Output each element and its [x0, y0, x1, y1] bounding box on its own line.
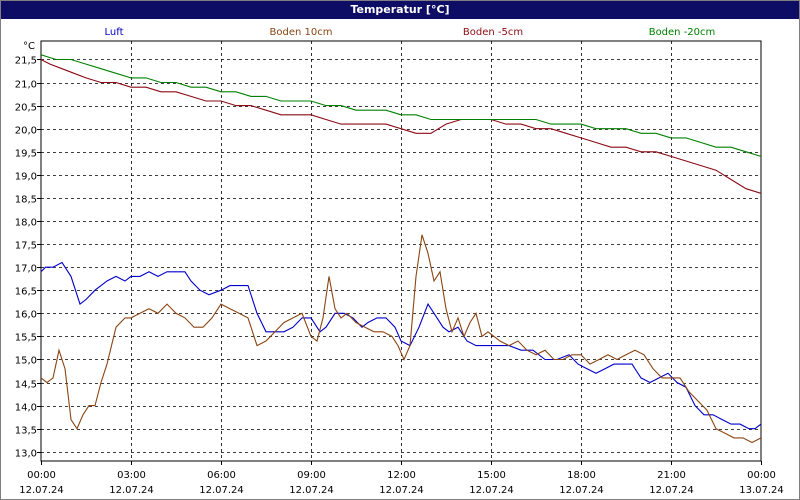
plot-area — [40, 40, 762, 462]
x-tick-date: 12.07.24 — [19, 485, 64, 496]
y-tick-label: 17,0 — [15, 264, 37, 275]
x-tick-time: 15:00 — [477, 470, 506, 481]
series-line-boden-20cm — [41, 54, 761, 157]
legend-boden-10cm: Boden 10cm — [270, 27, 333, 38]
y-tick-label: 18,0 — [15, 218, 37, 229]
series-line-luft — [41, 261, 761, 430]
y-tick-label: 14,5 — [15, 380, 37, 391]
x-tick-time: 21:00 — [657, 470, 686, 481]
y-tick-label: 17,5 — [15, 241, 37, 252]
y-tick-label: 19,5 — [15, 149, 37, 160]
y-tick-label: 14,0 — [15, 403, 37, 414]
x-tick-date: 12.07.24 — [469, 485, 514, 496]
x-tick-date: 12.07.24 — [559, 485, 604, 496]
y-tick-label: 13,5 — [15, 426, 37, 437]
y-tick-label: 16,0 — [15, 310, 37, 321]
x-tick-time: 00:00 — [747, 470, 776, 481]
x-tick-time: 03:00 — [117, 470, 146, 481]
y-tick-label: 15,5 — [15, 333, 37, 344]
x-tick-date: 12.07.24 — [289, 485, 334, 496]
y-tick-label: 21,5 — [15, 56, 37, 67]
legend-luft: Luft — [105, 27, 124, 38]
legend-boden-5cm: Boden -5cm — [463, 27, 523, 38]
y-tick-label: 20,0 — [15, 126, 37, 137]
x-tick-date: 12.07.24 — [199, 485, 244, 496]
series-line-boden-5cm — [41, 59, 761, 194]
y-tick-label: 20,5 — [15, 103, 37, 114]
x-tick-time: 18:00 — [567, 470, 596, 481]
x-tick-time: 00:00 — [27, 470, 56, 481]
x-tick-date: 12.07.24 — [379, 485, 424, 496]
x-tick-date: 13.07.24 — [739, 485, 784, 496]
y-tick-label: 15,0 — [15, 356, 37, 367]
y-tick-label: 19,0 — [15, 172, 37, 183]
x-tick-time: 09:00 — [297, 470, 326, 481]
legend-boden-20cm: Boden -20cm — [649, 27, 716, 38]
y-tick-label: 21,0 — [15, 80, 37, 91]
y-tick-label: 13,0 — [15, 449, 37, 460]
x-tick-time: 12:00 — [387, 470, 416, 481]
y-tick-label: 16,5 — [15, 287, 37, 298]
series-line-boden-10cm — [41, 234, 761, 444]
x-tick-time: 06:00 — [207, 470, 236, 481]
x-tick-date: 12.07.24 — [649, 485, 694, 496]
chart-title: Temperatur [°C] — [1, 1, 799, 19]
y-tick-label: 18,5 — [15, 195, 37, 206]
x-tick-date: 12.07.24 — [109, 485, 154, 496]
y-axis-unit: °C — [23, 41, 35, 52]
